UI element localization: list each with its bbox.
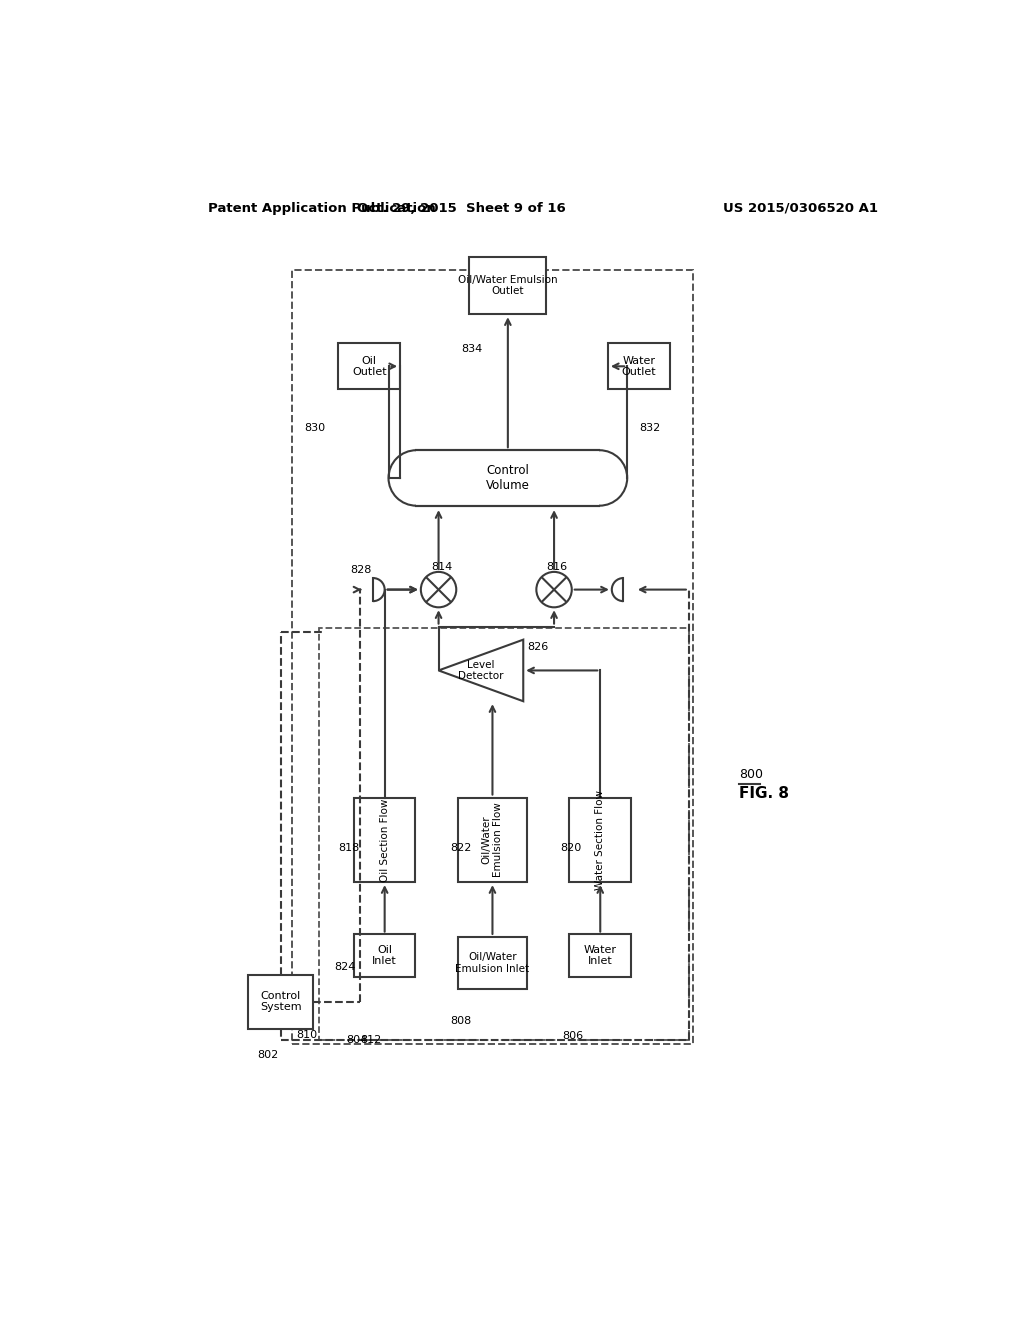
Text: 804: 804 [346,1035,368,1045]
Text: Level
Detector: Level Detector [458,660,504,681]
Text: 800: 800 [739,768,763,781]
Bar [339,343,400,389]
Bar [354,935,416,977]
Text: 824: 824 [335,962,356,972]
Ellipse shape [571,450,628,506]
Text: 826: 826 [527,643,549,652]
Text: Oil/Water
Emulsion Inlet: Oil/Water Emulsion Inlet [456,952,529,974]
Bar [319,628,689,1040]
Text: US 2015/0306520 A1: US 2015/0306520 A1 [724,202,879,215]
Text: Oil Section Flow: Oil Section Flow [380,799,390,882]
Text: 834: 834 [462,345,483,354]
Bar [416,450,599,506]
Circle shape [421,572,457,607]
Text: Control
Volume: Control Volume [486,463,529,492]
Circle shape [537,572,571,607]
Text: 830: 830 [304,422,325,433]
Bar [292,271,692,1044]
Bar [569,935,631,977]
Text: Water
Inlet: Water Inlet [584,945,616,966]
Text: FIG. 8: FIG. 8 [739,787,788,801]
Text: 810: 810 [296,1030,317,1040]
Text: Water
Outlet: Water Outlet [622,355,656,378]
Text: 832: 832 [639,422,660,433]
Text: 814: 814 [431,561,453,572]
Text: Oil
Inlet: Oil Inlet [373,945,397,966]
Text: 822: 822 [451,842,471,853]
Text: 808: 808 [451,1016,471,1026]
Text: 818: 818 [339,842,359,853]
Text: 806: 806 [562,1031,583,1041]
Text: Oil/Water
Emulsion Flow: Oil/Water Emulsion Flow [481,803,503,878]
Bar [469,256,547,314]
Polygon shape [438,640,523,701]
Text: 828: 828 [350,565,372,576]
Text: Patent Application Publication: Patent Application Publication [208,202,435,215]
Text: Control
System: Control System [260,991,301,1012]
Bar [608,343,670,389]
Text: Oil/Water Emulsion
Outlet: Oil/Water Emulsion Outlet [458,275,558,296]
Text: Water Section Flow: Water Section Flow [595,789,605,890]
Bar [458,937,527,989]
Ellipse shape [388,450,444,506]
Bar [569,797,631,882]
Text: 820: 820 [560,842,582,853]
Bar [248,974,313,1028]
Bar [354,797,416,882]
Bar [458,797,527,882]
Text: Oil
Outlet: Oil Outlet [352,355,387,378]
Text: 816: 816 [547,561,567,572]
Text: Oct. 29, 2015  Sheet 9 of 16: Oct. 29, 2015 Sheet 9 of 16 [357,202,566,215]
Text: 802: 802 [258,1051,279,1060]
Text: 812: 812 [360,1035,381,1045]
